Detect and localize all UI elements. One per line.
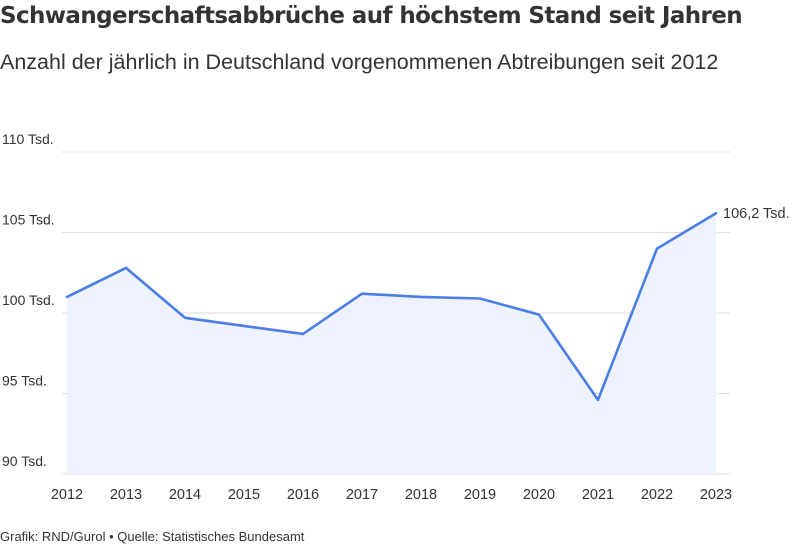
x-tick-label: 2019 (464, 487, 496, 503)
data-label: 106,2 Tsd. (723, 206, 790, 222)
y-tick-label: 105 Tsd. (2, 212, 55, 228)
x-tick-label: 2021 (582, 487, 614, 503)
y-tick-label: 110 Tsd. (2, 131, 54, 147)
x-tick-label: 2013 (110, 487, 142, 503)
x-tick-label: 2012 (51, 487, 83, 503)
x-tick-label: 2018 (405, 487, 437, 503)
chart-footer: Grafik: RND/Gurol • Quelle: Statistische… (0, 529, 305, 544)
y-tick-label: 95 Tsd. (2, 373, 47, 389)
y-axis-ticks: 90 Tsd. 95 Tsd. 100 Tsd. 105 Tsd. 110 Tsd. (2, 131, 55, 469)
x-tick-label: 2020 (523, 487, 555, 503)
y-tick-label: 100 Tsd. (2, 292, 55, 308)
line-chart: 90 Tsd. 95 Tsd. 100 Tsd. 105 Tsd. 110 Tsd. 2… (2, 131, 790, 503)
y-tick-label: 90 Tsd. (2, 453, 47, 469)
x-tick-label: 2015 (228, 487, 260, 503)
x-tick-label: 2016 (287, 487, 319, 503)
x-axis-ticks: 2012 2013 2014 2015 2016 2017 2018 2019 2020 2021… (51, 487, 732, 503)
series-line (65, 211, 718, 402)
x-tick-label: 2022 (641, 487, 673, 503)
data-labels: 106,2 Tsd. (723, 206, 790, 222)
x-tick-label: 2017 (346, 487, 378, 503)
x-tick-label: 2023 (700, 487, 732, 503)
series-area (67, 213, 716, 474)
chart-title: Schwangerschaftsabbrüche auf höchstem St… (0, 3, 743, 29)
chart-subtitle: Anzahl der jährlich in Deutschland vorge… (0, 50, 719, 74)
x-tick-label: 2014 (169, 487, 201, 503)
